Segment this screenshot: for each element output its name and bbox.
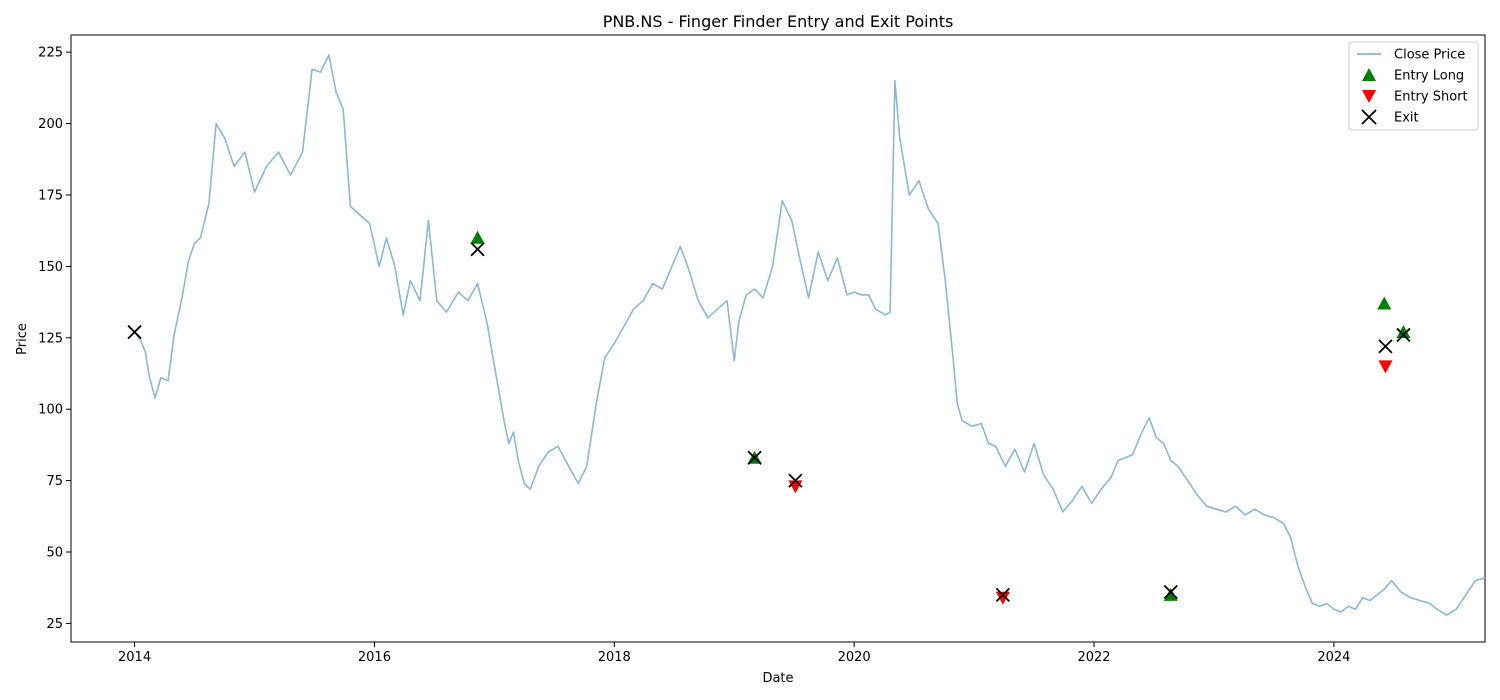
y-tick-label: 225 <box>38 46 63 61</box>
entry-long-marker <box>470 230 485 244</box>
legend-label: Close Price <box>1394 48 1465 63</box>
legend-marker <box>1361 109 1377 125</box>
legend: Close Price Entry Long Entry Short Exit <box>1348 41 1479 131</box>
x-tick-label: 2022 <box>1077 650 1110 665</box>
plot-area <box>70 34 1486 643</box>
y-tick-label: 25 <box>46 617 63 632</box>
exit-marker <box>1396 327 1411 343</box>
y-axis-title: Price <box>15 323 30 355</box>
y-tick-label: 150 <box>38 260 63 275</box>
y-tick-label: 175 <box>38 188 63 203</box>
x-tick-label: 2014 <box>118 650 151 665</box>
x-tick-label: 2024 <box>1317 650 1350 665</box>
exit-marker <box>127 324 142 340</box>
y-tick-label: 125 <box>38 331 63 346</box>
y-tick-label: 100 <box>38 403 63 418</box>
y-tick-label: 200 <box>38 117 63 132</box>
legend-marker <box>1362 68 1376 81</box>
legend-label: Entry Long <box>1394 69 1464 84</box>
entry-long-marker <box>1396 325 1411 339</box>
legend-marker <box>1362 90 1376 103</box>
legend-box <box>1348 41 1479 131</box>
legend-label: Entry Short <box>1394 90 1468 105</box>
legend-label: Exit <box>1394 111 1419 126</box>
entry-long-marker <box>1377 296 1392 310</box>
chart-title: PNB.NS - Finger Finder Entry and Exit Po… <box>603 12 954 31</box>
x-tick-label: 2020 <box>838 650 871 665</box>
exit-marker <box>788 473 803 488</box>
x-tick-label: 2018 <box>598 650 631 665</box>
exit-marker <box>470 242 485 257</box>
y-tick-label: 50 <box>46 546 63 561</box>
x-axis: 2014 2016 2018 2020 2022 2024 <box>118 642 1350 665</box>
x-tick-label: 2016 <box>358 650 391 665</box>
exit-marker <box>1378 339 1393 354</box>
y-tick-label: 75 <box>46 474 63 489</box>
series-line-close-price <box>133 54 1486 616</box>
exit-marker <box>995 587 1011 603</box>
entry-long-marker <box>1163 587 1178 601</box>
axes-frame <box>70 34 1486 643</box>
y-axis: 25 50 75 100 125 150 175 200 225 <box>38 46 71 632</box>
x-axis-title: Date <box>762 671 793 686</box>
exit-marker <box>1163 584 1178 600</box>
entry-short-marker <box>1378 360 1393 374</box>
entry-short-marker <box>995 591 1010 605</box>
exit-marker <box>747 450 762 465</box>
